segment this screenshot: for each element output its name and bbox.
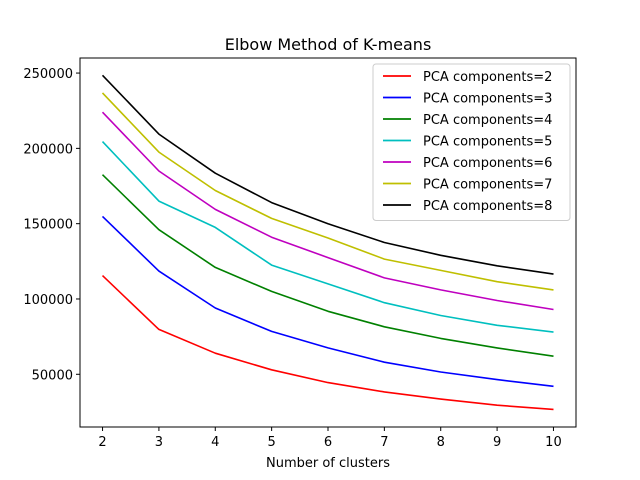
y-tick-label: 150000 bbox=[23, 218, 73, 233]
y-tick-label: 200000 bbox=[23, 142, 73, 157]
x-tick-label: 4 bbox=[211, 435, 219, 450]
legend-label-5: PCA components=6 bbox=[423, 156, 552, 171]
chart-title: Elbow Method of K-means bbox=[225, 35, 432, 54]
x-tick-label: 8 bbox=[437, 435, 445, 450]
x-tick-label: 3 bbox=[155, 435, 163, 450]
x-tick-label: 7 bbox=[380, 435, 388, 450]
series-line-2 bbox=[101, 215, 554, 388]
x-tick-label: 6 bbox=[324, 435, 332, 450]
series-line-1 bbox=[101, 275, 554, 411]
y-tick-label: 250000 bbox=[23, 67, 73, 82]
y-axis: 50000 100000 150000 200000 250000 bbox=[23, 67, 80, 383]
legend-label-1: PCA components=2 bbox=[423, 70, 552, 85]
y-tick-label: 100000 bbox=[23, 293, 73, 308]
x-axis-label: Number of clusters bbox=[266, 456, 390, 471]
series-line-6 bbox=[101, 92, 554, 291]
legend-label-6: PCA components=7 bbox=[423, 178, 552, 193]
series-line-7 bbox=[101, 74, 554, 275]
legend-label-4: PCA components=5 bbox=[423, 135, 552, 150]
legend-label-2: PCA components=3 bbox=[423, 92, 552, 107]
legend-frame bbox=[372, 63, 571, 221]
series-line-4 bbox=[101, 141, 554, 333]
x-axis: 2 3 4 5 6 7 8 9 10 bbox=[98, 427, 562, 450]
series-line-5 bbox=[101, 111, 554, 311]
series-lines bbox=[101, 74, 554, 411]
y-tick-label: 50000 bbox=[32, 368, 73, 383]
x-tick-label: 2 bbox=[98, 435, 106, 450]
x-tick-label: 10 bbox=[545, 435, 562, 450]
series-line-3 bbox=[101, 174, 554, 357]
x-tick-label: 5 bbox=[267, 435, 275, 450]
legend-label-7: PCA components=8 bbox=[423, 199, 552, 214]
legend-label-3: PCA components=4 bbox=[423, 113, 552, 128]
legend: PCA components=2 PCA components=3 PCA comp… bbox=[372, 63, 571, 221]
x-tick-label: 9 bbox=[493, 435, 501, 450]
